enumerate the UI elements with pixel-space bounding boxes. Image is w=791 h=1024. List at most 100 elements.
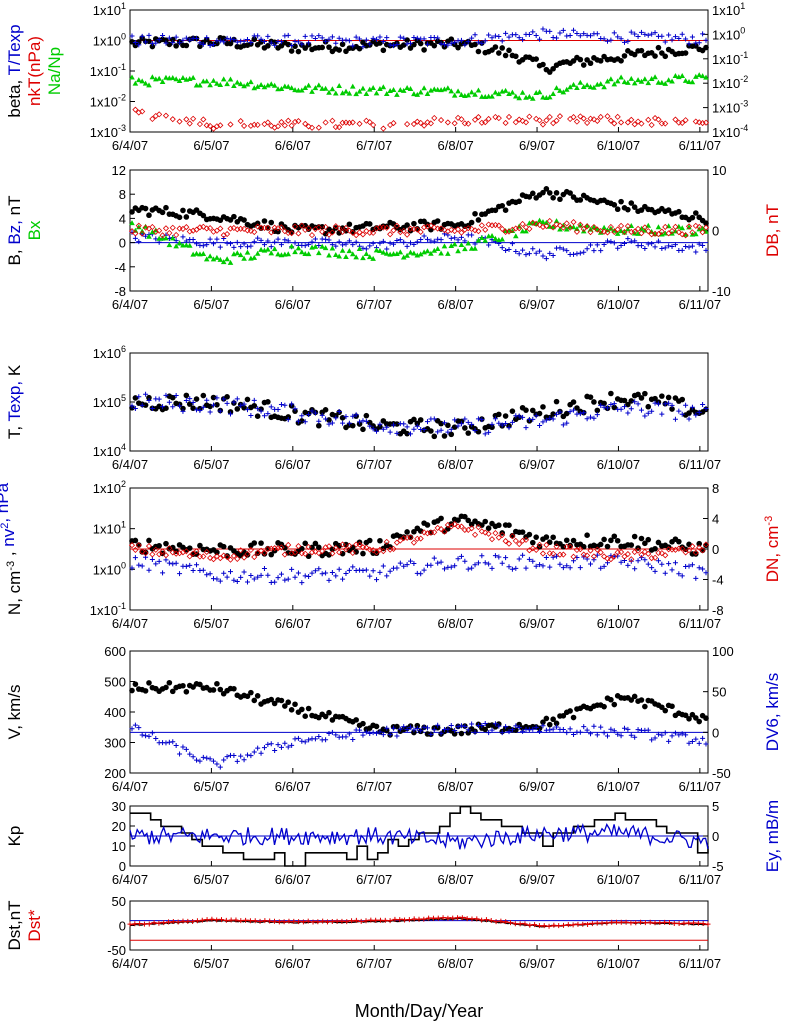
data-point: [648, 76, 655, 82]
data-point: [129, 220, 135, 226]
data-point: [156, 542, 162, 549]
data-point: [496, 91, 502, 97]
data-point: [513, 248, 519, 254]
data-point: [611, 728, 617, 734]
x-tick-label: 6/11/07: [679, 779, 721, 794]
data-point: [679, 231, 686, 238]
data-point: [672, 73, 679, 79]
data-point: [638, 29, 644, 35]
data-point: [560, 712, 567, 719]
data-point: [455, 44, 461, 51]
data-point: [441, 41, 447, 47]
data-point: [618, 243, 624, 249]
data-point: [431, 529, 438, 536]
data-point: [190, 115, 197, 122]
data-point: [574, 31, 580, 37]
data-point: [574, 85, 580, 91]
data-point: [312, 236, 318, 242]
x-tick-label: 6/8/07: [438, 779, 474, 794]
data-point: [193, 226, 200, 233]
data-point: [540, 723, 546, 729]
x-tick-label: 6/4/07: [112, 297, 148, 312]
data-point: [129, 687, 135, 694]
data-point: [645, 561, 651, 567]
data-point: [564, 730, 570, 736]
data-point: [553, 117, 560, 124]
data-point: [458, 553, 464, 559]
data-point: [251, 540, 258, 546]
data-point: [431, 86, 438, 92]
data-point: [380, 47, 387, 54]
data-point: [550, 416, 556, 422]
data-point: [265, 33, 271, 39]
data-point: [597, 228, 604, 235]
data-point: [594, 552, 600, 558]
data-point: [485, 221, 492, 228]
data-point: [278, 544, 285, 551]
data-point: [516, 540, 523, 548]
data-point: [662, 120, 669, 127]
data-point: [299, 249, 305, 255]
data-point: [275, 228, 281, 235]
data-point: [190, 74, 196, 80]
x-tick-label: 6/5/07: [193, 872, 229, 887]
data-point: [506, 34, 512, 40]
data-point: [136, 394, 142, 400]
tick-base: 1x10: [93, 481, 121, 496]
data-point: [669, 703, 675, 710]
data-point: [234, 758, 240, 764]
data-point: [380, 84, 387, 90]
data-point: [367, 573, 373, 579]
data-point: [669, 567, 675, 573]
data-point: [550, 120, 557, 127]
data-point: [445, 42, 451, 48]
data-point: [146, 733, 152, 739]
data-point: [370, 547, 377, 554]
y-tick-label: 200: [104, 766, 126, 781]
data-point: [224, 553, 230, 559]
data-point: [258, 750, 264, 756]
data-point: [261, 218, 268, 224]
data-point: [187, 37, 193, 43]
data-point: [291, 549, 299, 556]
data-point: [169, 394, 176, 401]
data-point: [482, 237, 489, 243]
data-point: [230, 224, 237, 232]
y-tick-label: 500: [104, 675, 126, 690]
y2-axis-label: DB, nT: [763, 204, 782, 257]
data-point: [183, 563, 189, 569]
axis-label-part: DN, cm: [763, 526, 782, 583]
data-point: [339, 41, 346, 48]
data-point: [248, 573, 254, 579]
x-tick-label: 6/6/07: [275, 956, 311, 971]
data-point: [635, 558, 641, 564]
data-point: [285, 32, 291, 38]
data-point: [546, 94, 553, 100]
data-point: [200, 116, 207, 123]
data-point: [567, 32, 573, 38]
data-point: [135, 222, 142, 229]
x-tick-label: 6/6/07: [275, 616, 311, 631]
x-tick-label: 6/5/07: [193, 457, 229, 472]
data-point: [203, 122, 210, 129]
data-point: [529, 95, 536, 101]
data-point: [536, 541, 543, 548]
x-tick-label: 6/8/07: [438, 616, 474, 631]
data-point: [642, 31, 648, 37]
data-point: [383, 250, 390, 256]
data-point: [601, 36, 607, 42]
data-point: [156, 37, 162, 43]
data-point: [696, 223, 703, 230]
data-point: [411, 528, 417, 535]
data-point: [397, 237, 403, 243]
data-point: [370, 229, 377, 236]
data-point: [635, 547, 642, 554]
data-point: [128, 542, 136, 549]
data-point: [594, 31, 600, 37]
data-point: [251, 228, 258, 236]
data-point: [530, 29, 536, 35]
data-point: [325, 543, 333, 550]
data-point: [506, 729, 512, 735]
data-point: [180, 408, 186, 414]
data-point: [139, 563, 145, 569]
